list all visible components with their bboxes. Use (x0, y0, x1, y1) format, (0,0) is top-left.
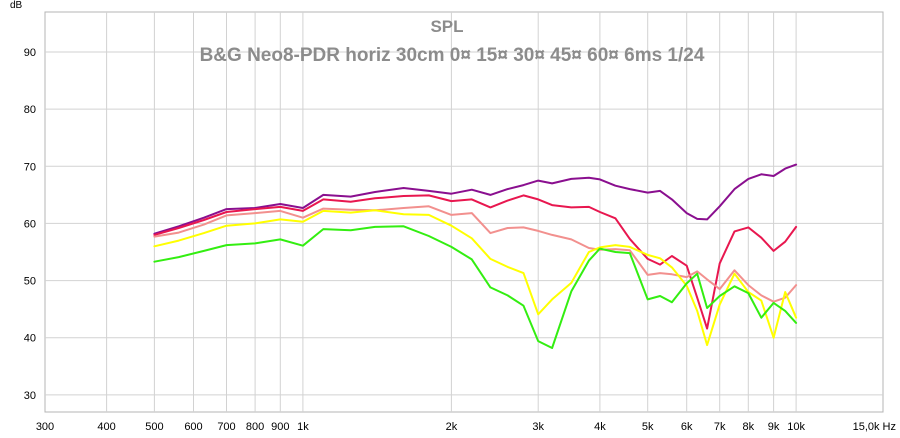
x-tick-label: 6k (681, 421, 693, 433)
x-tick-label: 5k (642, 421, 654, 433)
x-tick-label: 1k (297, 421, 309, 433)
y-tick-label: 60 (24, 218, 36, 230)
x-tick-label: 3k (532, 421, 544, 433)
x-tick-label: 2k (446, 421, 458, 433)
series-line-3 (153, 205, 798, 303)
x-tick-label: 300 (36, 421, 54, 433)
x-tick-label: 8k (742, 421, 754, 433)
x-tick-label: 4k (594, 421, 606, 433)
y-tick-label: 50 (24, 276, 36, 288)
x-tick-labels: 300 400 500 600 700 800 900 1k 2k 3k 4k 5k 6k 7k 8k 9k 1… (36, 421, 896, 433)
x-tick-label: 9k (768, 421, 780, 433)
series-layer (153, 163, 798, 349)
series-line-2 (153, 194, 798, 330)
y-unit-label: dB (10, 0, 23, 11)
y-tick-label: 90 (24, 47, 36, 59)
x-tick-label: 800 (246, 421, 264, 433)
x-tick-label: 10k (787, 421, 805, 433)
x-tick-label: 7k (714, 421, 726, 433)
y-tick-label: 30 (24, 390, 36, 402)
y-tick-label: 80 (24, 104, 36, 116)
x-tick-label: 15,0k Hz (853, 421, 896, 433)
y-tick-label: 40 (24, 333, 36, 345)
x-tick-label: 600 (184, 421, 202, 433)
y-tick-label: 70 (24, 161, 36, 173)
x-tick-label: 400 (97, 421, 115, 433)
plot-border (44, 11, 884, 413)
series-line-5 (153, 225, 798, 349)
x-tick-label: 900 (271, 421, 289, 433)
series-line-4 (153, 209, 798, 347)
chart-title: SPL (430, 17, 463, 36)
grid (45, 12, 883, 412)
series-line-1 (153, 163, 798, 235)
x-tick-label: 500 (145, 421, 163, 433)
y-tick-labels: 30 40 50 60 70 80 90 (24, 47, 36, 402)
x-tick-label: 700 (217, 421, 235, 433)
chart-subtitle: B&G Neo8-PDR horiz 30cm 0¤ 15¤ 30¤ 45¤ 6… (200, 45, 705, 66)
